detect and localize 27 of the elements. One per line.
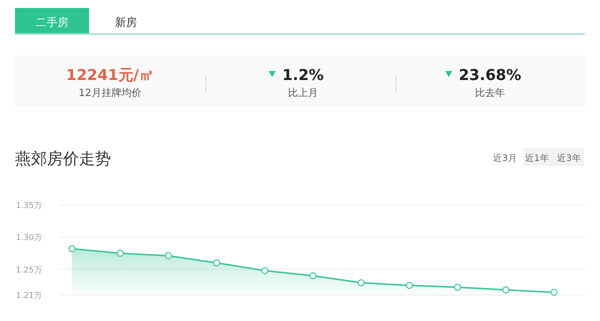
text: 1.2% — [282, 66, 324, 84]
point — [68, 245, 76, 252]
point — [454, 284, 462, 291]
text: 12241元/㎡ — [66, 66, 154, 84]
point — [406, 282, 413, 289]
text: 比去年 — [475, 87, 505, 99]
y-tick-label: 1.30万 — [16, 233, 42, 242]
point — [116, 250, 124, 257]
text: 新房 — [115, 16, 137, 29]
point — [213, 259, 220, 266]
y-tick-label: 1.21万 — [16, 291, 42, 300]
text: 12月挂牌均价 — [78, 87, 142, 99]
y-tick-label: 1.25万 — [16, 265, 42, 274]
point — [261, 267, 268, 274]
text: 23.68% — [458, 66, 522, 84]
point — [164, 252, 172, 260]
point — [358, 279, 365, 286]
point — [550, 288, 558, 296]
y-tick-label: 1.35万 — [16, 201, 42, 210]
point — [502, 286, 510, 294]
text: 比上月 — [288, 87, 318, 99]
chart-title: 燕郊房价走势 — [15, 149, 111, 168]
point — [310, 272, 316, 280]
text: 近1年 — [525, 153, 549, 164]
text: 近3年 — [557, 153, 581, 164]
text: 近3月 — [493, 153, 517, 164]
text: 二手房 — [36, 16, 68, 29]
